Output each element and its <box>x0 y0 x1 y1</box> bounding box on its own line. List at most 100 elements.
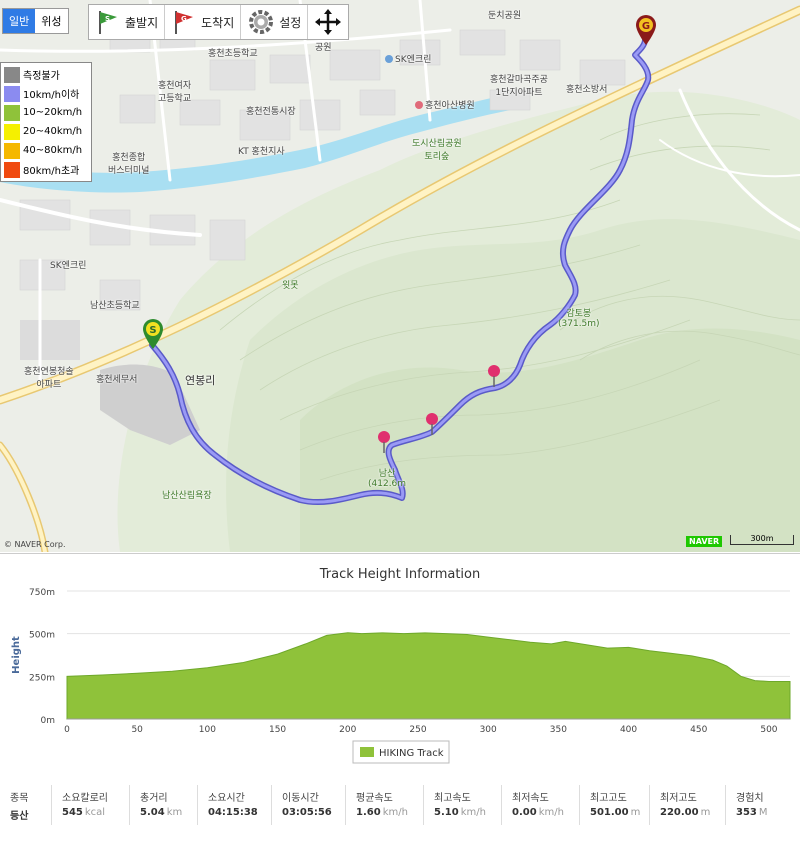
start-point-button[interactable]: S 출발지 <box>89 5 166 39</box>
stat-item: 최고속도 5.10 km/h <box>424 785 502 825</box>
map-type-normal-button[interactable]: 일반 <box>3 9 36 33</box>
map-type-toggle: 일반 위성 <box>2 8 69 34</box>
end-point-button[interactable]: G 도착지 <box>165 5 242 39</box>
move-button[interactable] <box>308 5 348 39</box>
y-tick-label: 250m <box>29 673 55 683</box>
svg-text:S: S <box>149 325 156 336</box>
stat-label: 총거리 <box>140 793 168 804</box>
stat-value: 1.60 km/h <box>356 807 423 818</box>
x-tick-label: 500 <box>760 725 777 735</box>
stat-unit: km <box>166 807 183 818</box>
x-tick-label: 450 <box>690 725 707 735</box>
stat-label: 최저고도 <box>660 793 697 804</box>
chart-legend-label: HIKING Track <box>379 748 444 759</box>
stat-unit: M <box>758 807 768 818</box>
stat-item: 경험치 353 M <box>726 785 786 825</box>
hospital-icon <box>415 101 423 109</box>
stat-number: 5.10 <box>434 807 459 818</box>
start-marker[interactable]: S <box>141 318 165 350</box>
svg-text:S: S <box>105 15 110 23</box>
elevation-area <box>66 632 791 720</box>
map-label-riverside-park: 둔치공원 <box>488 11 522 21</box>
speed-legend-swatch <box>4 142 20 159</box>
start-point-label: 출발지 <box>125 15 159 30</box>
y-axis-label: Height <box>11 636 22 674</box>
svg-text:G: G <box>181 15 187 23</box>
x-tick-label: 150 <box>269 725 286 735</box>
svg-text:G: G <box>642 21 650 32</box>
speed-legend-swatch <box>4 123 20 140</box>
map-label-hospital: 홍천아산병원 <box>415 98 475 111</box>
stat-value: 5.04 km <box>140 807 197 818</box>
stat-number: 등산 <box>10 811 29 822</box>
map-label-fire-station: 홍천소방서 <box>566 85 608 95</box>
map-base-layer <box>0 0 800 552</box>
track-height-chart: Track Height Information 0m 250m 500m 750m 0… <box>0 553 800 768</box>
x-tick-label: 100 <box>199 725 216 735</box>
stat-unit: km/h <box>382 807 408 818</box>
map-label-namsan-school: 남산초등학교 <box>90 301 140 311</box>
stat-unit: m <box>630 807 641 818</box>
stat-item: 평균속도 1.60 km/h <box>346 785 424 825</box>
map-label-park: 공원 <box>315 43 332 53</box>
map-label-forest-bath: 남산산림욕장 <box>162 491 212 501</box>
speed-legend-item: 측정불가 <box>4 65 88 84</box>
start-flag-icon: S <box>99 11 117 34</box>
map-label-forest-park: 도시산림공원 토리숲 <box>412 139 462 162</box>
settings-label: 설정 <box>279 15 302 30</box>
goal-marker[interactable]: G <box>634 14 658 46</box>
map-type-satellite-button[interactable]: 위성 <box>41 15 62 28</box>
x-tick-label: 200 <box>339 725 356 735</box>
map-label-yeonbong-apartment: 홍천연봉청솔 아파트 <box>24 367 74 390</box>
speed-legend-swatch <box>4 85 20 102</box>
scale-bar: 300m <box>730 535 794 545</box>
stat-number: 0.00 <box>512 807 537 818</box>
gas-station-icon <box>385 55 393 63</box>
stat-unit: m <box>700 807 711 818</box>
track-stats-bar: 종목 등산 소요칼로리 545 kcal 총거리 5.04 km 소요시간 04:15:38 이동시… <box>0 785 800 843</box>
chart-legend-box <box>352 740 450 764</box>
stat-label: 평균속도 <box>356 793 393 804</box>
stat-value: 04:15:38 <box>208 807 271 818</box>
stat-value: 5.10 km/h <box>434 807 501 818</box>
stat-label: 최고고도 <box>590 793 627 804</box>
stat-value: 03:05:56 <box>282 807 345 818</box>
copyright-text: © NAVER Corp. <box>4 540 66 549</box>
stat-item: 총거리 5.04 km <box>130 785 198 825</box>
stat-number: 545 <box>62 807 83 818</box>
stat-label: 이동시간 <box>282 793 319 804</box>
waypoint-pin-icon[interactable] <box>424 412 440 436</box>
height-chart-svg: 0m 250m 500m 750m 0 50 100 150 200 250 300 350 400 45… <box>11 588 791 764</box>
waypoint-pin-icon[interactable] <box>486 364 502 388</box>
map-toolbar: S 출발지 G 도착지 설정 <box>88 4 350 40</box>
stat-number: 1.60 <box>356 807 381 818</box>
stat-label: 종목 <box>10 793 29 804</box>
speed-legend-item: 10km/h이하 <box>4 84 88 103</box>
stat-number: 04:15:38 <box>208 807 258 818</box>
settings-button[interactable]: 설정 <box>241 5 309 39</box>
speed-legend-item: 40~80km/h <box>4 141 88 160</box>
stat-label: 경험치 <box>736 793 764 804</box>
stat-item: 소요시간 04:15:38 <box>198 785 272 825</box>
speed-legend-label: 80km/h초과 <box>23 166 80 177</box>
map-label-apartment: 홍천갈마곡주공 1단지아파트 <box>490 75 548 98</box>
stat-number: 220.00 <box>660 807 699 818</box>
x-tick-label: 350 <box>550 725 567 735</box>
stat-value: 220.00 m <box>660 807 725 818</box>
stat-value: 등산 <box>10 807 51 822</box>
stat-value: 0.00 km/h <box>512 807 579 818</box>
speed-legend-item: 20~40km/h <box>4 122 88 141</box>
map-label-bus-terminal: 홍천종합 버스터미널 <box>108 153 150 176</box>
stat-item: 최고고도 501.00 m <box>580 785 650 825</box>
map-view[interactable]: 홍천여자 고등학교 홍천초등학교 홍천전통시장 KT 홍천지사 홍천종합 버스터미널… <box>0 0 800 552</box>
y-tick-label: 0m <box>41 716 56 726</box>
x-tick-label: 300 <box>480 725 497 735</box>
stat-number: 03:05:56 <box>282 807 332 818</box>
stat-label: 소요시간 <box>208 793 245 804</box>
goal-flag-icon: G <box>175 11 194 34</box>
gear-icon <box>249 10 274 34</box>
waypoint-pin-icon[interactable] <box>376 430 392 454</box>
stat-label: 최고속도 <box>434 793 471 804</box>
speed-legend-swatch <box>4 161 20 178</box>
map-label-sk-encleen-2: SK엔크린 <box>50 261 87 271</box>
